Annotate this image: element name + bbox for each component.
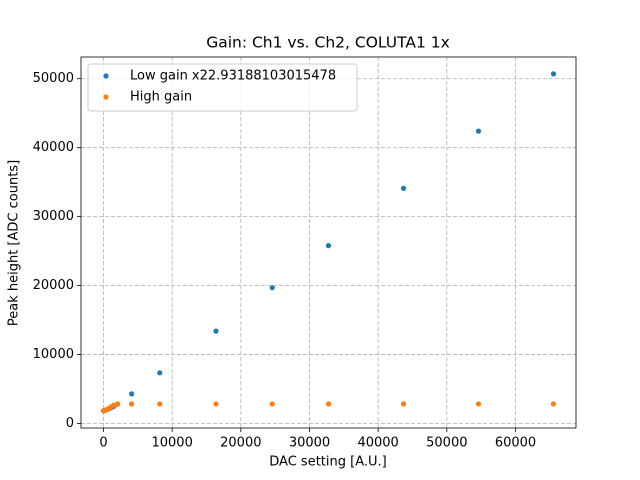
point [213,401,219,407]
y-tick-label: 50000 [33,71,74,86]
legend-box [87,63,358,112]
plot-frame [80,56,577,429]
point [269,401,275,407]
y-tick-label: 0 [66,416,74,431]
legend-label: High gain [130,90,192,105]
legend-marker [103,73,109,79]
y-tick-label: 20000 [33,278,74,293]
point [325,401,332,407]
y-tick-label: 40000 [33,140,74,155]
x-tick-label: 60000 [495,436,536,451]
x-tick-label: 40000 [357,436,398,451]
x-tick-label: 20000 [220,436,261,451]
y-tick-label: 10000 [33,347,74,362]
point [129,391,135,397]
point [129,401,135,407]
chart-title: Gain: Ch1 vs. Ch2, COLUTA1 1x [206,34,450,52]
marks [100,71,557,414]
point [269,285,275,291]
point [325,243,332,249]
legend: Low gain x22.93188103015478 High gain [87,63,358,112]
legend-marker [103,94,109,100]
point [213,328,219,334]
point [157,370,163,376]
y-axis-label: Peak height [ADC counts] [7,160,22,326]
x-axis-label: DAC setting [A.U.] [269,455,386,470]
point [157,401,163,407]
grid [81,57,576,428]
x-tick-label: 50000 [426,436,467,451]
point [475,128,482,134]
point [550,401,557,407]
point [400,185,407,191]
legend-label: Low gain x22.93188103015478 [130,69,336,84]
point [475,401,482,407]
x-tick-label: 0 [99,436,107,451]
x-tick-label: 30000 [289,436,330,451]
y-tick-label: 30000 [33,209,74,224]
point [114,401,121,407]
point [400,401,407,407]
point [550,71,557,77]
x-tick-label: 10000 [151,436,192,451]
